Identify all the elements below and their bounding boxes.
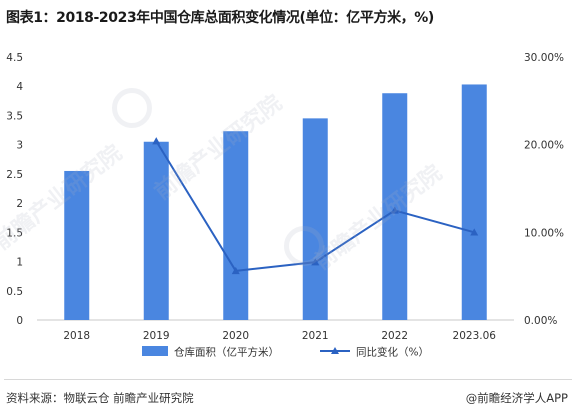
brand-credit: @前瞻经济学人APP <box>465 391 568 405</box>
y-left-tick-label: 3.5 <box>6 110 23 122</box>
bar-series <box>64 84 487 320</box>
x-tick-label: 2023.06 <box>453 330 497 342</box>
bar <box>302 118 328 320</box>
watermark-logo-icon <box>112 88 152 128</box>
y-left-tick-label: 1.5 <box>6 227 23 239</box>
legend-bar-swatch <box>142 346 168 356</box>
y-right-tick-label: 0.00% <box>524 315 557 327</box>
legend-line-marker <box>331 347 339 354</box>
line-point <box>470 228 479 236</box>
line-point <box>390 206 399 214</box>
chart-title: 图表1：2018-2023年中国仓库总面积变化情况(单位：亿平方米，%) <box>6 10 434 26</box>
y-left-tick-label: 2.5 <box>6 169 23 181</box>
combo-chart: 0 0.5 1 1.5 2 2.5 3 3.5 4 4.5 0.00% 10.00% 20.00% 30.… <box>6 52 564 359</box>
y-right-tick-label: 20.00% <box>524 140 564 152</box>
x-tick-label: 2020 <box>222 330 249 342</box>
x-tick-label: 2021 <box>302 330 329 342</box>
legend: 仓库面积（亿平方米） 同比变化（%） <box>142 346 429 359</box>
axes: 0 0.5 1 1.5 2 2.5 3 3.5 4 4.5 0.00% 10.00% 20.00% 30.… <box>6 52 564 342</box>
footer-divider <box>4 379 572 380</box>
x-tick-label: 2019 <box>143 330 170 342</box>
y-left-tick-label: 4.5 <box>6 52 23 64</box>
bar <box>223 131 249 320</box>
bar <box>143 141 169 320</box>
x-tick-label: 2022 <box>381 330 408 342</box>
source-note: 资料来源：物联云仓 前瞻产业研究院 <box>6 391 194 405</box>
y-right-tick-label: 30.00% <box>524 52 564 64</box>
x-tick-label: 2018 <box>63 330 90 342</box>
y-left-tick-label: 0 <box>16 315 23 327</box>
legend-bar-label: 仓库面积（亿平方米） <box>174 346 279 359</box>
bar <box>461 84 487 320</box>
y-right-tick-label: 10.00% <box>524 227 564 239</box>
line-point <box>231 266 240 275</box>
y-left-tick-label: 0.5 <box>6 286 23 298</box>
y-left-tick-label: 2 <box>16 198 23 210</box>
y-left-tick-label: 1 <box>16 257 23 269</box>
y-left-tick-label: 3 <box>16 140 23 152</box>
watermark-logo-icon <box>284 226 324 266</box>
legend-line-label: 同比变化（%） <box>356 346 429 359</box>
line-point <box>152 137 161 145</box>
bar <box>64 170 90 320</box>
y-left-tick-label: 4 <box>16 81 23 93</box>
